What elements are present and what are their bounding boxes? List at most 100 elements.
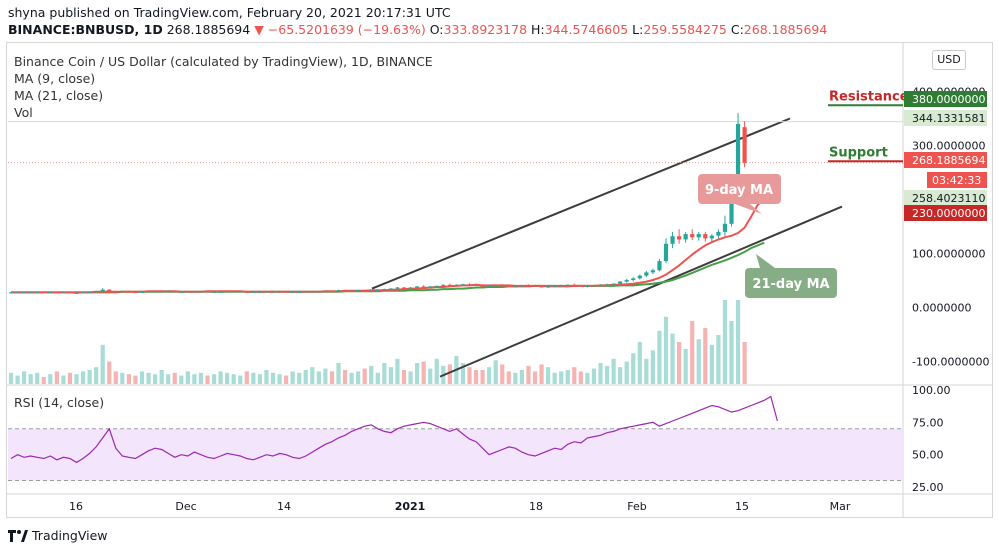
candle — [192, 290, 197, 293]
candle-body — [467, 284, 472, 286]
volume-bar — [578, 371, 583, 384]
candle-body — [48, 291, 53, 293]
candle-body — [231, 291, 236, 293]
candle — [480, 284, 485, 287]
candle — [401, 286, 407, 289]
legend-title: Binance Coin / US Dollar (calculated by … — [14, 54, 433, 69]
rsi-y-tick-label: 75.00 — [912, 416, 944, 429]
candle-body — [159, 291, 164, 293]
price-label-text: 230.0000000 — [912, 207, 985, 220]
candle — [716, 229, 721, 239]
candle — [257, 291, 262, 293]
candle-body — [447, 284, 452, 286]
volume-bar — [677, 342, 682, 384]
volume-bar — [415, 363, 420, 384]
candle-body — [94, 291, 99, 293]
volume-bar — [356, 371, 361, 384]
legend-vol: Vol — [14, 105, 33, 120]
candle — [598, 284, 603, 286]
candle — [238, 290, 243, 293]
volume-bar — [480, 370, 485, 384]
tradingview-logo-icon — [8, 530, 28, 542]
candle-body — [742, 127, 747, 163]
y-tick-label: 300.0000000 — [912, 140, 985, 153]
candle-body — [690, 234, 695, 238]
volume-bar — [683, 349, 688, 384]
volume-bar — [172, 372, 177, 384]
volume-bar — [126, 374, 131, 384]
candle — [690, 229, 695, 240]
volume-bar — [218, 371, 223, 384]
volume-bar — [198, 372, 204, 384]
rsi-y-tick-label: 25.00 — [912, 481, 944, 494]
candle — [637, 274, 642, 280]
candle — [709, 234, 714, 243]
candle-body — [618, 281, 623, 284]
volume-bar — [80, 371, 86, 384]
candle — [500, 284, 505, 287]
candle — [369, 290, 374, 292]
candle-body — [244, 291, 249, 293]
candle — [310, 290, 315, 293]
volume-bar — [87, 370, 92, 384]
candle-body — [644, 272, 649, 276]
x-tick-label: Dec — [175, 500, 196, 513]
volume-bar — [316, 371, 321, 384]
y-tick-label: 100.0000000 — [912, 248, 985, 261]
volume-bar — [559, 371, 564, 384]
candle — [539, 285, 544, 288]
candle — [631, 277, 636, 282]
candle-body — [519, 285, 524, 287]
candle — [467, 283, 472, 286]
candle-body — [434, 285, 439, 287]
candle-body — [284, 291, 289, 293]
candle-body — [670, 236, 675, 244]
candle-body — [441, 284, 446, 286]
candle — [473, 283, 479, 286]
candle — [35, 291, 40, 293]
currency-button[interactable]: USD — [932, 50, 966, 70]
volume-bar — [388, 367, 393, 384]
candle-body — [41, 291, 46, 293]
candle — [454, 284, 459, 286]
candle-body — [133, 291, 138, 293]
candle — [663, 238, 669, 264]
candle-body — [61, 292, 66, 294]
candle-body — [677, 236, 682, 240]
candle-body — [257, 291, 262, 293]
price-label-box — [904, 91, 987, 107]
candle — [559, 284, 564, 287]
volume-bar — [310, 367, 315, 384]
volume-bar — [401, 370, 407, 384]
price-label-box — [904, 110, 987, 126]
volume-bar — [205, 375, 210, 384]
volume-bar — [28, 374, 33, 384]
annotation-21day-pointer — [756, 254, 775, 268]
candle — [264, 291, 269, 293]
volume-bar — [225, 372, 230, 384]
candle — [94, 290, 99, 293]
x-tick-label: 15 — [735, 500, 749, 513]
candle — [604, 283, 610, 286]
volume-bar — [473, 370, 479, 384]
chart-frame — [6, 42, 993, 518]
candle — [683, 231, 688, 243]
candle-body — [185, 291, 190, 293]
volume-bar — [716, 335, 721, 384]
tradingview-logo[interactable]: TradingView — [8, 528, 108, 543]
candle-body — [362, 290, 367, 292]
branding-text: TradingView — [32, 528, 108, 543]
candle — [218, 291, 223, 293]
candle-body — [513, 286, 518, 288]
volume-bar — [244, 371, 249, 384]
volume-bar — [408, 371, 413, 384]
candle — [572, 283, 577, 286]
candle — [513, 285, 518, 288]
volume-bar — [153, 374, 158, 384]
low-label: L: — [632, 22, 644, 37]
candle — [284, 291, 289, 293]
candle-body — [15, 292, 20, 294]
candle-body — [277, 291, 282, 293]
volume-bar — [342, 370, 348, 384]
